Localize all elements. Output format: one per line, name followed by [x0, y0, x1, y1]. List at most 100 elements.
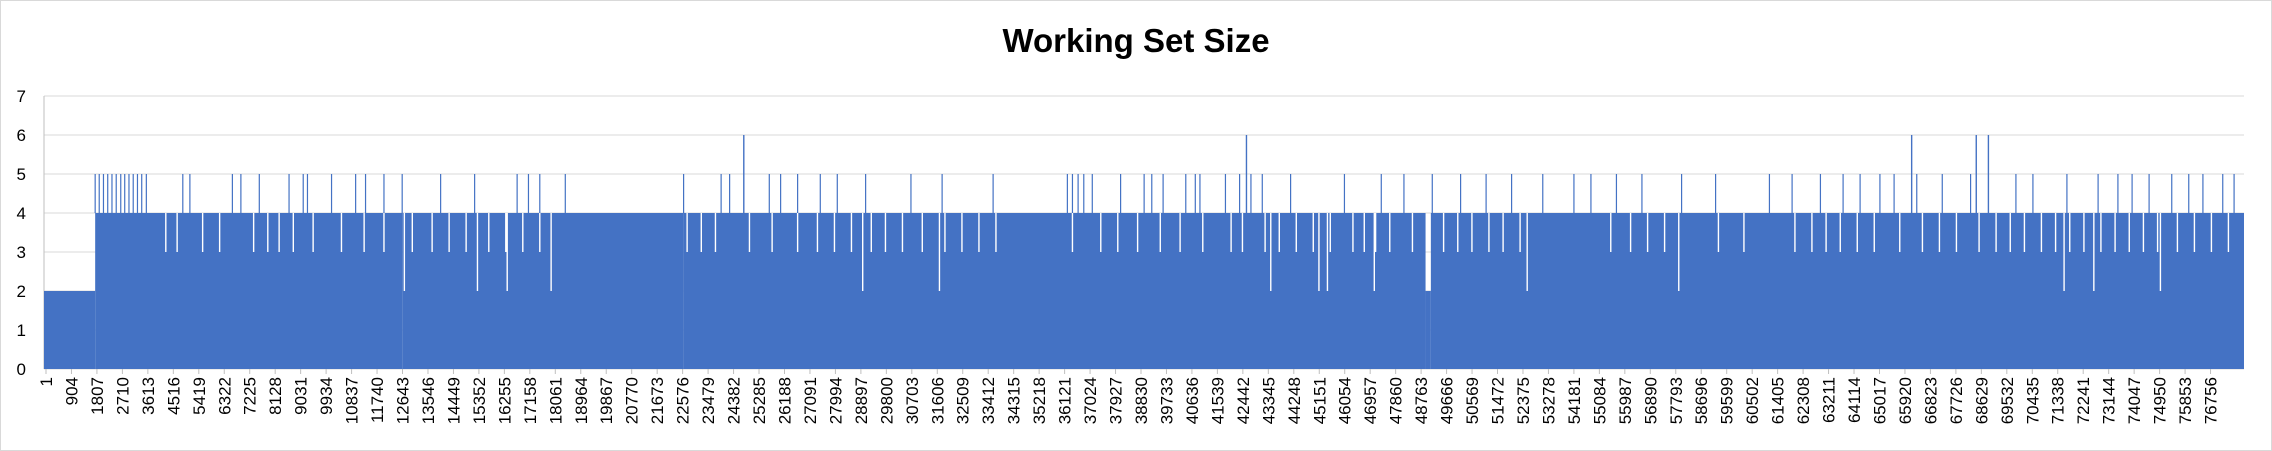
x-tick-label: 59599 [1718, 377, 1737, 424]
x-tick-label: 1 [37, 377, 56, 386]
y-axis-ticks: 0 1 2 3 4 5 6 7 [17, 87, 26, 379]
x-tick-label: 8128 [266, 377, 285, 415]
x-tick-label: 71338 [2049, 377, 2068, 424]
x-tick-label: 62308 [1794, 377, 1813, 424]
x-tick-label: 32509 [954, 377, 973, 424]
x-tick-label: 10837 [343, 377, 362, 424]
x-tick-label: 27994 [826, 377, 845, 424]
y-tick-label: 3 [17, 243, 26, 262]
x-tick-label: 3613 [139, 377, 158, 415]
x-tick-label: 43345 [1259, 377, 1278, 424]
x-tick-label: 7225 [241, 377, 260, 415]
x-tick-label: 63211 [1820, 377, 1839, 423]
x-tick-label: 39733 [1157, 377, 1176, 424]
x-tick-label: 18964 [572, 377, 591, 424]
x-tick-label: 25285 [750, 377, 769, 424]
x-tick-label: 42442 [1234, 377, 1253, 424]
x-tick-label: 41539 [1208, 377, 1227, 424]
x-axis-ticks: 1 904 1807 2710 3613 4516 5419 6322 7225 8128 9031… [37, 369, 2221, 424]
x-tick-label: 12643 [394, 377, 413, 424]
x-tick-label: 64114 [1845, 377, 1864, 423]
x-tick-label: 15352 [470, 377, 489, 424]
x-tick-label: 16255 [495, 377, 514, 424]
y-tick-label: 7 [17, 87, 26, 106]
y-tick-label: 1 [17, 321, 26, 340]
x-tick-label: 46957 [1361, 377, 1380, 424]
x-tick-label: 58696 [1692, 377, 1711, 424]
area-segment [1430, 213, 2244, 369]
area-segment [1425, 291, 1431, 369]
x-tick-label: 66823 [1921, 377, 1940, 424]
x-tick-label: 65017 [1870, 377, 1889, 424]
x-tick-label: 60502 [1743, 377, 1762, 424]
x-tick-label: 22576 [674, 377, 693, 424]
x-tick-label: 45151 [1310, 377, 1329, 424]
y-tick-label: 4 [17, 204, 26, 223]
x-tick-label: 74047 [2125, 377, 2144, 424]
x-tick-label: 38830 [1132, 377, 1151, 424]
x-tick-label: 48763 [1412, 377, 1431, 424]
area-segment [683, 213, 1426, 369]
x-tick-label: 11740 [368, 377, 387, 423]
x-tick-label: 53278 [1539, 377, 1558, 424]
x-tick-label: 73144 [2100, 377, 2119, 424]
x-tick-label: 23479 [699, 377, 718, 424]
x-tick-label: 20770 [623, 377, 642, 424]
x-tick-label: 40636 [1183, 377, 1202, 424]
x-tick-label: 21673 [648, 377, 667, 424]
x-tick-label: 34315 [1005, 377, 1024, 424]
x-tick-label: 52375 [1514, 377, 1533, 424]
x-tick-label: 13546 [419, 377, 438, 424]
x-tick-label: 36121 [1056, 377, 1075, 424]
x-tick-label: 30703 [903, 377, 922, 424]
x-tick-label: 37024 [1081, 377, 1100, 424]
x-tick-label: 37927 [1107, 377, 1126, 424]
x-tick-label: 2710 [113, 377, 132, 415]
x-tick-label: 4516 [164, 377, 183, 415]
y-tick-label: 2 [17, 282, 26, 301]
x-tick-label: 9031 [292, 377, 311, 415]
x-tick-label: 18061 [546, 377, 565, 424]
x-tick-label: 5419 [190, 377, 209, 415]
x-tick-label: 57793 [1667, 377, 1686, 424]
y-tick-label: 5 [17, 165, 26, 184]
x-tick-label: 74950 [2151, 377, 2170, 424]
x-tick-label: 9934 [317, 377, 336, 415]
x-tick-label: 24382 [725, 377, 744, 424]
x-tick-label: 49666 [1438, 377, 1457, 424]
y-tick-label: 6 [17, 126, 26, 145]
x-tick-label: 69532 [1998, 377, 2017, 424]
x-tick-label: 31606 [928, 377, 947, 424]
x-tick-label: 61405 [1769, 377, 1788, 424]
x-tick-label: 56890 [1641, 377, 1660, 424]
x-tick-label: 27091 [801, 377, 820, 424]
x-tick-label: 35218 [1030, 377, 1049, 424]
x-tick-label: 55987 [1616, 377, 1635, 424]
x-tick-label: 70435 [2023, 377, 2042, 424]
y-tick-label: 0 [17, 360, 26, 379]
x-tick-label: 29800 [877, 377, 896, 424]
x-tick-label: 904 [62, 377, 81, 405]
x-tick-label: 46054 [1336, 377, 1355, 424]
x-tick-label: 6322 [215, 377, 234, 415]
x-tick-label: 47860 [1387, 377, 1406, 424]
x-tick-label: 65920 [1896, 377, 1915, 424]
x-tick-label: 76756 [2202, 377, 2221, 424]
x-tick-label: 19867 [597, 377, 616, 424]
x-tick-label: 75853 [2176, 377, 2195, 424]
area-segment [44, 291, 96, 369]
x-tick-label: 50569 [1463, 377, 1482, 424]
x-tick-label: 28897 [852, 377, 871, 424]
x-tick-label: 26188 [775, 377, 794, 424]
area-segment [95, 213, 403, 369]
x-tick-label: 55084 [1590, 377, 1609, 424]
chart-title: Working Set Size [1002, 22, 1270, 59]
area-segment [402, 213, 684, 369]
x-tick-label: 1807 [88, 377, 107, 415]
x-tick-label: 14449 [444, 377, 463, 424]
x-tick-label: 67726 [1947, 377, 1966, 424]
x-tick-label: 54181 [1565, 377, 1584, 424]
x-tick-label: 68629 [1972, 377, 1991, 424]
x-tick-label: 72241 [2074, 377, 2093, 424]
